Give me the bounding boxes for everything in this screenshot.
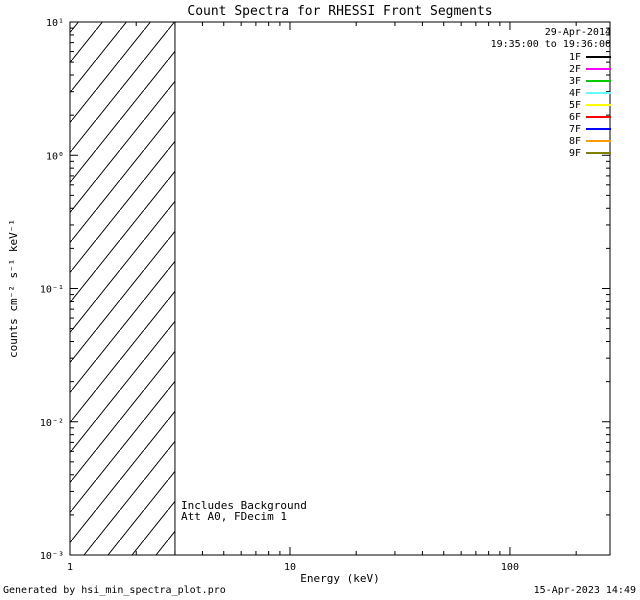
x-axis-label: Energy (keV) [300, 572, 379, 585]
x-tick-label: 100 [501, 562, 519, 573]
legend-entry-label: 9F [568, 147, 581, 159]
y-tick-label: 10¹ [46, 18, 64, 29]
legend-entry-8F: 8F [491, 135, 611, 147]
footer: Generated by hsi_min_spectra_plot.pro 15… [3, 585, 636, 596]
annotation-includes-background: Includes Background [181, 499, 307, 512]
y-axis-label: counts cm⁻² s⁻¹ keV⁻¹ [7, 219, 20, 358]
legend-entry-6F: 6F [491, 111, 611, 123]
legend-entry-label: 2F [568, 63, 581, 75]
plot-legend: 29-Apr-2014 19:35:00 to 19:36:00 1F 2F 3F 4… [491, 27, 611, 159]
legend-entry-label: 4F [568, 87, 581, 99]
legend-color-line [586, 68, 611, 70]
annotation-attenuator-state: Att A0, FDecim 1 [181, 510, 287, 523]
legend-color-line [586, 140, 611, 142]
legend-color-line [586, 104, 611, 106]
legend-time-range: 19:35:00 to 19:36:00 [490, 39, 611, 50]
legend-entry-label: 7F [568, 123, 581, 135]
y-tick-label: 10⁻² [40, 418, 64, 429]
legend-entry-3F: 3F [491, 75, 611, 87]
y-tick-label: 10⁻³ [40, 551, 64, 562]
legend-color-line [586, 128, 611, 130]
legend-entry-2F: 2F [491, 63, 611, 75]
legend-color-line [586, 92, 611, 94]
legend-entry-label: 6F [568, 111, 581, 123]
legend-entry-label: 1F [568, 51, 581, 63]
y-tick-label: 10⁻¹ [40, 285, 64, 296]
y-tick-label: 10⁰ [46, 151, 64, 162]
legend-color-line [586, 116, 611, 118]
legend-entry-5F: 5F [491, 99, 611, 111]
legend-color-line [586, 80, 611, 82]
plot-annotations: Includes Background Att A0, FDecim 1 [181, 500, 307, 522]
legend-entry-label: 5F [568, 99, 581, 111]
generated-by-text: Generated by hsi_min_spectra_plot.pro [3, 585, 226, 596]
timestamp-text: 15-Apr-2023 14:49 [533, 585, 636, 596]
chart-title: Count Spectra for RHESSI Front Segments [187, 4, 493, 19]
hatched-background-region [70, 22, 175, 555]
legend-entries: 1F 2F 3F 4F 5F 6F 7F 8F 9F [491, 51, 611, 159]
x-tick-label: 1 [67, 562, 73, 573]
legend-entry-1F: 1F [491, 51, 611, 63]
legend-entry-label: 8F [568, 135, 581, 147]
legend-entry-label: 3F [568, 75, 581, 87]
x-tick-label: 10 [284, 562, 296, 573]
legend-color-line [586, 56, 611, 58]
legend-entry-7F: 7F [491, 123, 611, 135]
legend-color-line [586, 152, 611, 154]
legend-date: 29-Apr-2014 [544, 27, 611, 38]
legend-entry-4F: 4F [491, 87, 611, 99]
legend-entry-9F: 9F [491, 147, 611, 159]
